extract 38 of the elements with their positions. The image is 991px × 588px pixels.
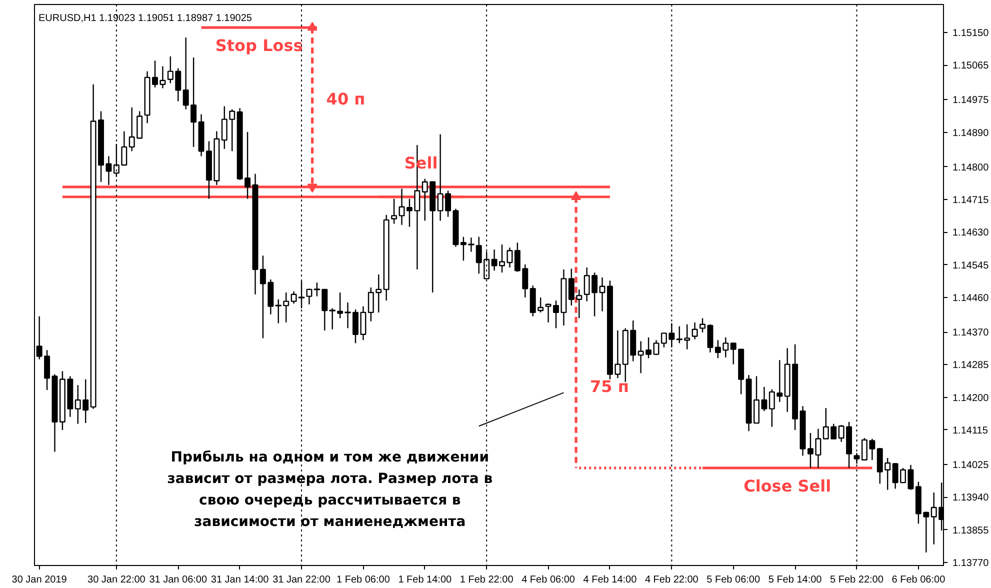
x-tick-label: 6 Feb 06:00 — [892, 574, 946, 586]
annotation: 40 п — [326, 90, 366, 109]
y-tick-label: 1.14800 — [952, 162, 990, 174]
y-tick-label: 1.15150 — [952, 28, 990, 40]
series-label: Close Sell — [744, 476, 832, 496]
x-tick-label: 30 Jan 2019 — [12, 574, 68, 586]
y-tick-label: 1.14460 — [952, 292, 990, 304]
y-tick-label: 1.14890 — [952, 128, 990, 139]
x-tick-label: 1 Feb 22:00 — [460, 574, 514, 586]
y-tick-label: 1.13855 — [952, 525, 990, 536]
x-tick-label: 5 Feb 06:00 — [706, 574, 760, 586]
y-tick-label: 1.14545 — [952, 260, 990, 272]
y-tick-label: 1.14115 — [952, 425, 988, 436]
x-tick-label: 31 Jan 06:00 — [149, 574, 208, 586]
y-tick-label: 1.13940 — [952, 492, 990, 504]
y-tick-label: 1.14285 — [952, 360, 990, 372]
text: EURUSD,H1 1.19023 1.19051 1.18987 1.19025 — [38, 13, 252, 24]
y-tick-label: 1.13770 — [952, 558, 990, 569]
x-tick-label: 31 Jan 22:00 — [272, 574, 331, 586]
y-tick-label: 1.14025 — [952, 460, 990, 472]
y-tick-label: 1.14200 — [952, 392, 990, 404]
x-tick-label: 30 Jan 22:00 — [88, 574, 146, 586]
x-tick-label: 4 Feb 22:00 — [644, 574, 699, 586]
annotation: 75 п — [590, 377, 629, 396]
y-tick-label: 1.14715 — [952, 195, 990, 206]
annotation: Прибыль на одном и том же движении зависит от размера лота. Размер лота в свою очередь рассчитывается в зависимости от маниенеджмента — [167, 449, 493, 530]
x-tick-label: 5 Feb 14:00 — [768, 574, 822, 586]
x-tick-label: 31 Jan 14:00 — [210, 574, 270, 586]
x-tick-label: 1 Feb 06:00 — [336, 574, 390, 586]
series-label: Stop Loss — [215, 36, 303, 56]
x-tick-label: 4 Feb 14:00 — [583, 574, 638, 586]
x-tick-label: 4 Feb 06:00 — [522, 574, 576, 586]
x-tick-label: 1 Feb 14:00 — [398, 574, 452, 586]
y-tick-label: 1.14975 — [952, 95, 990, 106]
y-tick-label: 1.14370 — [952, 328, 990, 339]
y-tick-label: 1.14630 — [952, 228, 990, 239]
y-tick-label: 1.15065 — [952, 60, 990, 72]
x-tick-label: 5 Feb 22:00 — [830, 574, 884, 586]
